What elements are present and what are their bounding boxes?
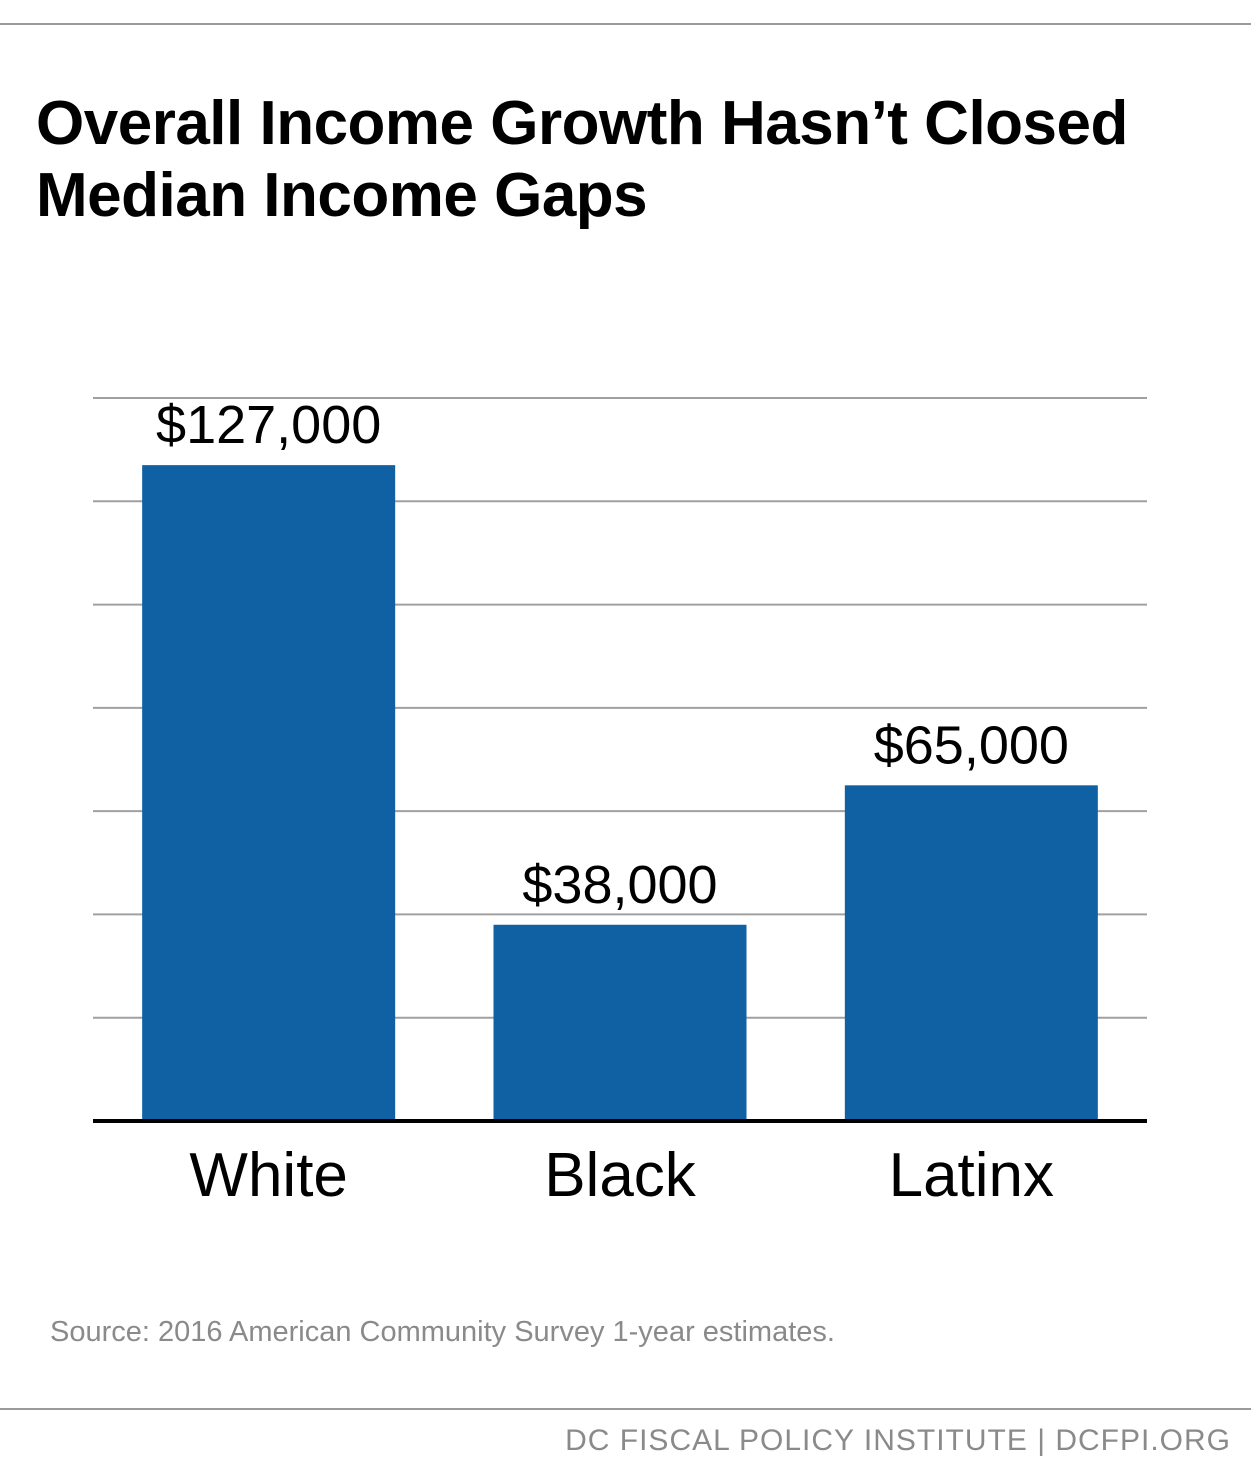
- category-label-black: Black: [544, 1141, 697, 1210]
- category-label-latinx: Latinx: [889, 1141, 1054, 1210]
- footer-credit: DC FISCAL POLICY INSTITUTE | DCFPI.ORG: [565, 1424, 1231, 1457]
- value-label-white: $127,000: [156, 395, 381, 455]
- value-label-black: $38,000: [522, 855, 717, 915]
- chart-title: Overall Income Growth Hasn’t Closed Medi…: [36, 89, 1128, 230]
- bottom-divider: [0, 1408, 1251, 1410]
- source-note: Source: 2016 American Community Survey 1…: [50, 1316, 835, 1348]
- value-labels: $127,000 $38,000 $65,000: [156, 395, 1069, 915]
- category-label-white: White: [189, 1141, 347, 1210]
- bar-white: [142, 465, 396, 1119]
- value-label-latinx: $65,000: [874, 715, 1069, 775]
- category-labels: White Black Latinx: [189, 1141, 1054, 1210]
- bar-black: [493, 924, 747, 1119]
- bars: [142, 465, 1098, 1119]
- top-divider: [0, 23, 1251, 25]
- bar-latinx: [844, 785, 1098, 1119]
